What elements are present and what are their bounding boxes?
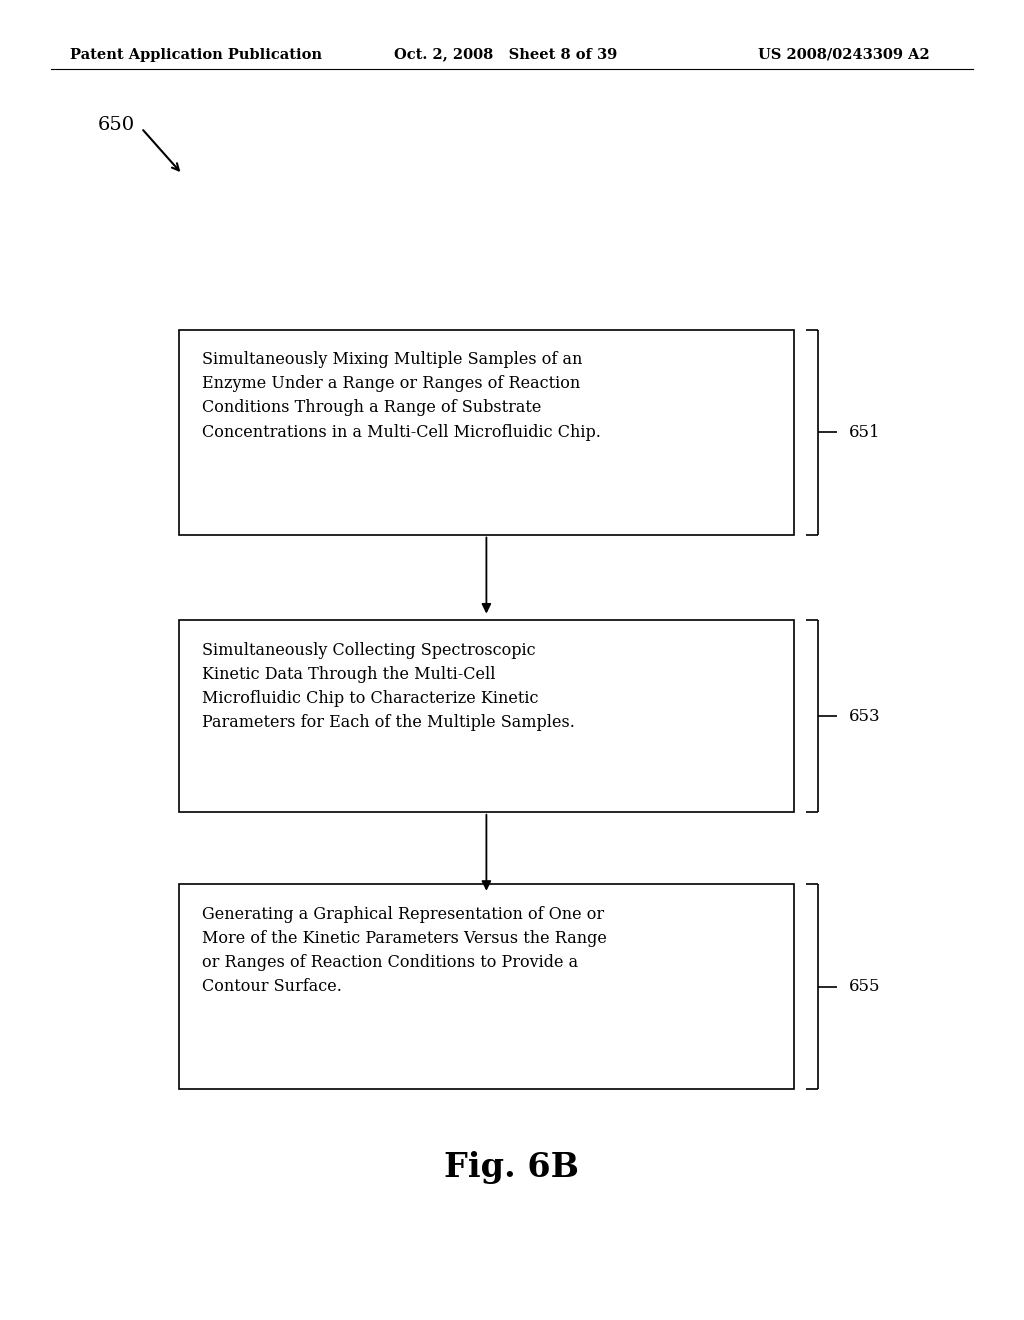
Text: Generating a Graphical Representation of One or
More of the Kinetic Parameters V: Generating a Graphical Representation of… [202,906,606,995]
Text: 651: 651 [849,424,881,441]
Bar [179,884,794,1089]
Text: 655: 655 [849,978,881,995]
Bar [179,620,794,812]
Bar [179,330,794,535]
Text: 650: 650 [97,116,134,135]
Text: US 2008/0243309 A2: US 2008/0243309 A2 [758,48,930,62]
Text: Oct. 2, 2008   Sheet 8 of 39: Oct. 2, 2008 Sheet 8 of 39 [394,48,617,62]
Text: Simultaneously Mixing Multiple Samples of an
Enzyme Under a Range or Ranges of R: Simultaneously Mixing Multiple Samples o… [202,351,601,441]
Text: Simultaneously Collecting Spectroscopic
Kinetic Data Through the Multi-Cell
Micr: Simultaneously Collecting Spectroscopic … [202,642,574,731]
Text: Patent Application Publication: Patent Application Publication [70,48,322,62]
Text: Fig. 6B: Fig. 6B [444,1151,580,1184]
Text: 653: 653 [849,708,881,725]
